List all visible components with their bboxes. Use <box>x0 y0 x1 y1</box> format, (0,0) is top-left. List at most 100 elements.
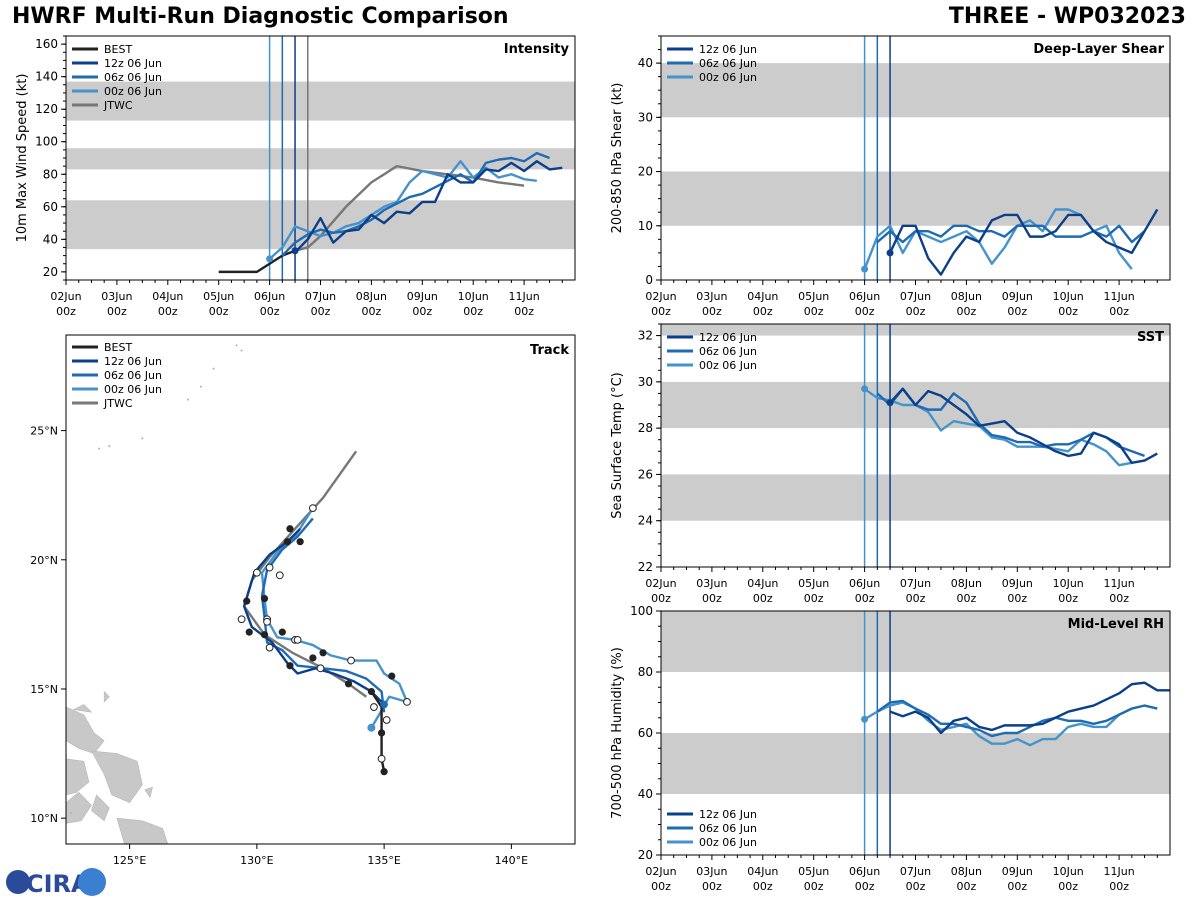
shear-xtick-day-8: 10Jun <box>1053 290 1084 303</box>
shear-series-06z-06-jun <box>876 224 1146 244</box>
intensity-ytick-label-0: 20 <box>43 265 58 279</box>
track-ytick-label-0: 10°N <box>30 812 58 825</box>
page-title: HWRF Multi-Run Diagnostic Comparison <box>12 4 509 29</box>
track-start-marker <box>367 723 376 732</box>
rh-xtick-day-3: 05Jun <box>798 865 829 878</box>
rh-legend-label-2: 00z 06 Jun <box>699 836 757 849</box>
island-2 <box>212 367 215 370</box>
intensity-ytick-label-1: 40 <box>43 232 58 246</box>
intensity-series-group <box>218 151 563 274</box>
rh-series-12z-06-jun <box>889 681 1170 735</box>
sst-legend-label-2: 00z 06 Jun <box>699 359 757 372</box>
track-marker-open-14 <box>308 504 317 513</box>
cira-logo: CIRA <box>6 868 106 898</box>
intensity-chart: 20 40 60 80 100 120 140 160 02Jun 00z 03Jun 00z 04Ju… <box>15 35 576 318</box>
sst-xtick-hour-3: 00z <box>804 592 824 605</box>
rh-xtick-day-5: 07Jun <box>900 865 931 878</box>
intensity-xtick-hour-5: 00z <box>311 305 331 318</box>
track-legend-label-4: JTWC <box>103 397 133 410</box>
rh-xtick-hour-5: 00z <box>906 880 926 893</box>
sst-xtick-hour-6: 00z <box>957 592 977 605</box>
sst-xtick-hour-5: 00z <box>906 592 926 605</box>
intensity-xtick-day-5: 07Jun <box>305 290 336 303</box>
intensity-ytick-label-5: 120 <box>35 102 58 116</box>
rh-xtick-day-8: 10Jun <box>1053 865 1084 878</box>
rh-xtick-day-6: 08Jun <box>951 865 982 878</box>
track-ytick-label-1: 15°N <box>30 683 58 696</box>
track-marker-filled-8 <box>260 631 269 639</box>
rh-xtick-day-0: 02Jun <box>645 865 676 878</box>
sst-xtick-hour-9: 00z <box>1109 592 1129 605</box>
intensity-xtick-hour-0: 00z <box>56 305 76 318</box>
intensity-title: Intensity <box>504 42 570 57</box>
land-mass-0 <box>66 706 105 754</box>
shear-xtick-day-9: 11Jun <box>1104 290 1135 303</box>
shear-band-1 <box>661 63 1170 118</box>
shear-xtick-day-4: 06Jun <box>849 290 880 303</box>
track-marker-open-2 <box>382 716 391 724</box>
intensity-ytick-label-2: 60 <box>43 200 58 214</box>
track-xtick-label-2: 135°E <box>367 854 400 867</box>
sst-legend-label-1: 06z 06 Jun <box>699 345 757 358</box>
land-mass-8 <box>103 690 110 703</box>
sst-ytick-label-2: 26 <box>638 467 653 481</box>
intensity-xtick-day-8: 10Jun <box>458 290 489 303</box>
shear-xtick-day-5: 07Jun <box>900 290 931 303</box>
intensity-series-00z-06-jun <box>268 160 537 260</box>
sst-chart: 22 24 26 28 30 32 02Jun 00z 03Jun 00z 04Jun 00z 05Ju… <box>610 323 1171 605</box>
island-7 <box>98 447 101 450</box>
rh-xtick-hour-3: 00z <box>804 880 824 893</box>
sst-xtick-day-0: 02Jun <box>645 577 676 590</box>
track-ytick-label-3: 25°N <box>30 425 58 438</box>
land-mass-4 <box>116 817 169 844</box>
sst-xtick-hour-2: 00z <box>753 592 773 605</box>
intensity-legend-label-2: 06z 06 Jun <box>104 71 162 84</box>
track-marker-filled-3 <box>344 680 353 688</box>
land-mass-2 <box>90 750 143 804</box>
shear-xtick-hour-2: 00z <box>753 305 773 318</box>
shear-xtick-day-0: 02Jun <box>645 290 676 303</box>
intensity-ytick-label-6: 140 <box>35 70 58 84</box>
intensity-xtick-day-9: 11Jun <box>509 290 540 303</box>
shear-xtick-hour-8: 00z <box>1058 305 1078 318</box>
track-marker-filled-10 <box>243 597 251 605</box>
intensity-xtick-hour-2: 00z <box>158 305 178 318</box>
intensity-xtick-hour-8: 00z <box>463 305 483 318</box>
shear-xtick-hour-5: 00z <box>906 305 926 318</box>
rh-xtick-day-7: 09Jun <box>1002 865 1033 878</box>
track-map: 125°E 130°E 135°E 140°E 10°N 15°N 20°N 25°N Trac… <box>30 334 576 867</box>
shear-start-marker-2 <box>886 249 894 257</box>
sst-ytick-label-3: 28 <box>638 421 653 435</box>
track-marker-open-9 <box>237 615 246 624</box>
shear-xtick-day-7: 09Jun <box>1002 290 1033 303</box>
sst-xtick-day-3: 05Jun <box>798 577 829 590</box>
storm-id-title: THREE - WP032023 <box>948 4 1186 29</box>
track-xtick-label-3: 140°E <box>495 854 528 867</box>
sst-xtick-day-1: 03Jun <box>696 577 727 590</box>
sst-ytick-label-5: 32 <box>638 329 653 343</box>
track-marker-open-11 <box>252 568 261 577</box>
track-marker-open-12 <box>265 563 274 572</box>
cira-logo-globe <box>6 870 30 894</box>
track-frame <box>65 334 576 845</box>
rh-ytick-label-4: 100 <box>630 604 653 618</box>
shear-legend-label-2: 00z 06 Jun <box>699 71 757 84</box>
track-marker-open-4 <box>347 656 355 665</box>
sst-series-12z-06-jun <box>889 387 1158 465</box>
track-legend-label-2: 06z 06 Jun <box>104 369 162 382</box>
track-marker-filled-1 <box>377 729 386 737</box>
sst-xtick-day-8: 10Jun <box>1053 577 1084 590</box>
intensity-xtick-hour-1: 00z <box>107 305 127 318</box>
shear-band-0 <box>661 171 1170 226</box>
sst-band-2 <box>661 324 1170 336</box>
rh-ytick-label-1: 40 <box>638 787 653 801</box>
intensity-start-marker-2 <box>266 255 274 263</box>
sst-xtick-hour-7: 00z <box>1007 592 1027 605</box>
intensity-legend-label-0: BEST <box>104 43 132 56</box>
shear-chart: 0 10 20 30 40 02Jun 00z 03Jun 00z 04Jun 00z 05Jun 00… <box>610 35 1171 318</box>
land-mass-1 <box>66 758 90 796</box>
track-marker-filled-0 <box>380 768 388 776</box>
intensity-xtick-hour-9: 00z <box>514 305 534 318</box>
island-0 <box>235 344 238 347</box>
rh-ytick-label-3: 80 <box>638 665 653 679</box>
